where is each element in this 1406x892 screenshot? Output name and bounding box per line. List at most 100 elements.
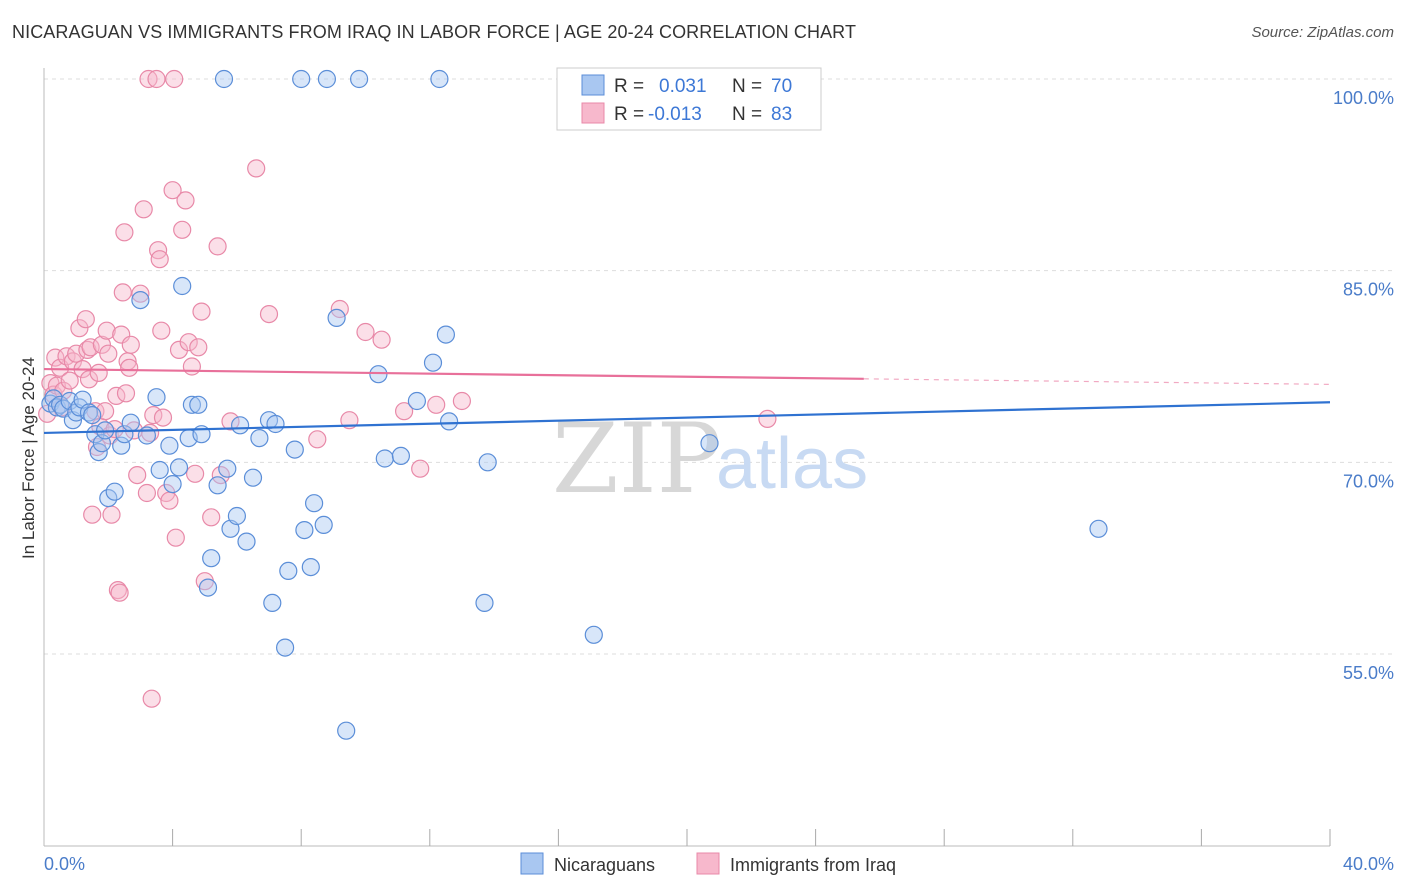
data-point [317, 69, 336, 89]
data-point [112, 436, 131, 455]
x-tick-marks [43, 829, 1331, 846]
data-point [208, 476, 227, 495]
data-point [99, 344, 118, 363]
series-nicaraguans-points [41, 69, 1108, 740]
data-point [218, 459, 237, 478]
data-point [150, 250, 169, 269]
data-point [243, 468, 263, 487]
stats-n-value-pink: 83 [771, 104, 792, 125]
data-point [169, 458, 189, 477]
data-point [128, 466, 147, 485]
data-point [182, 395, 201, 414]
data-point [337, 721, 356, 740]
data-point [86, 425, 105, 444]
data-point [120, 358, 139, 377]
data-point [102, 505, 121, 524]
trend-line-blue [43, 401, 1331, 435]
data-point [121, 335, 140, 354]
data-point [202, 508, 221, 527]
data-point [134, 200, 153, 219]
stats-n-label-blue: N = [732, 76, 762, 97]
data-point [295, 520, 314, 540]
data-point [163, 181, 182, 200]
data-point [60, 371, 79, 390]
data-point [169, 340, 189, 359]
data-point [113, 283, 132, 302]
data-point [189, 395, 208, 414]
data-point [142, 689, 161, 708]
data-point [83, 406, 102, 425]
data-point [149, 241, 168, 260]
data-point [198, 578, 218, 597]
data-point [263, 593, 282, 613]
data-point [327, 308, 346, 327]
data-point [163, 475, 182, 494]
data-point [131, 291, 150, 310]
trend-line-pink [43, 367, 864, 380]
data-point [115, 223, 134, 242]
data-point [350, 69, 369, 89]
data-point [153, 408, 173, 427]
data-point [247, 159, 266, 178]
data-point [116, 384, 136, 403]
data-point [173, 276, 192, 296]
data-point [179, 333, 198, 352]
data-point [176, 191, 195, 210]
data-point [202, 549, 221, 568]
data-point [192, 302, 211, 321]
data-point [92, 335, 112, 354]
data-point [147, 388, 166, 407]
data-point [279, 561, 298, 581]
data-point [89, 363, 108, 382]
data-point [391, 446, 410, 465]
data-point [165, 69, 184, 89]
chart-title: NICARAGUAN VS IMMIGRANTS FROM IRAQ IN LA… [12, 22, 857, 42]
data-point [189, 338, 208, 357]
data-point [160, 491, 179, 510]
data-point [356, 322, 375, 342]
data-point [79, 370, 99, 389]
stats-legend: R = 0.031 N = 70 R = -0.013 N = 83 [556, 67, 822, 131]
data-point [758, 409, 777, 428]
data-point [301, 557, 320, 577]
stats-r-label-pink: R = [614, 104, 644, 125]
stats-r-value-blue: 0.031 [659, 76, 707, 97]
data-point [121, 413, 140, 432]
x-axis: 0.0% 40.0% [43, 829, 1394, 874]
data-point [208, 237, 227, 256]
data-point [266, 414, 285, 434]
data-point [147, 69, 166, 89]
data-point [231, 416, 250, 435]
data-point [221, 412, 240, 431]
data-point [79, 403, 99, 422]
y-tick-label-55: 55.0% [1343, 663, 1394, 683]
data-point [150, 460, 169, 480]
data-point [440, 412, 459, 431]
data-point [308, 430, 327, 449]
y-axis-title: In Labor Force | Age 20-24 [19, 357, 38, 559]
data-point [427, 395, 446, 414]
data-point [430, 69, 449, 89]
data-point [78, 340, 97, 359]
data-point [314, 515, 333, 535]
data-point [214, 69, 234, 89]
data-point [137, 483, 156, 503]
data-point [250, 429, 269, 448]
data-point [411, 459, 430, 478]
legend-label-iraq: Immigrants from Iraq [730, 855, 896, 875]
data-point [395, 402, 414, 421]
trend-line-extension-pink [863, 378, 1331, 385]
watermark-atlas: atlas [716, 424, 868, 504]
data-point [340, 411, 359, 430]
stats-swatch-pink [581, 102, 605, 124]
data-point [81, 338, 100, 357]
data-point [305, 494, 324, 513]
data-point [452, 391, 471, 411]
y-tick-label-100: 100.0% [1333, 88, 1394, 108]
stats-n-label-pink: N = [732, 104, 762, 125]
data-point [131, 284, 150, 303]
y-axis: 100.0% 85.0% 70.0% 55.0% In Labor Force … [19, 68, 1394, 846]
data-point [375, 449, 394, 468]
watermark-zip: ZIP [552, 403, 721, 515]
